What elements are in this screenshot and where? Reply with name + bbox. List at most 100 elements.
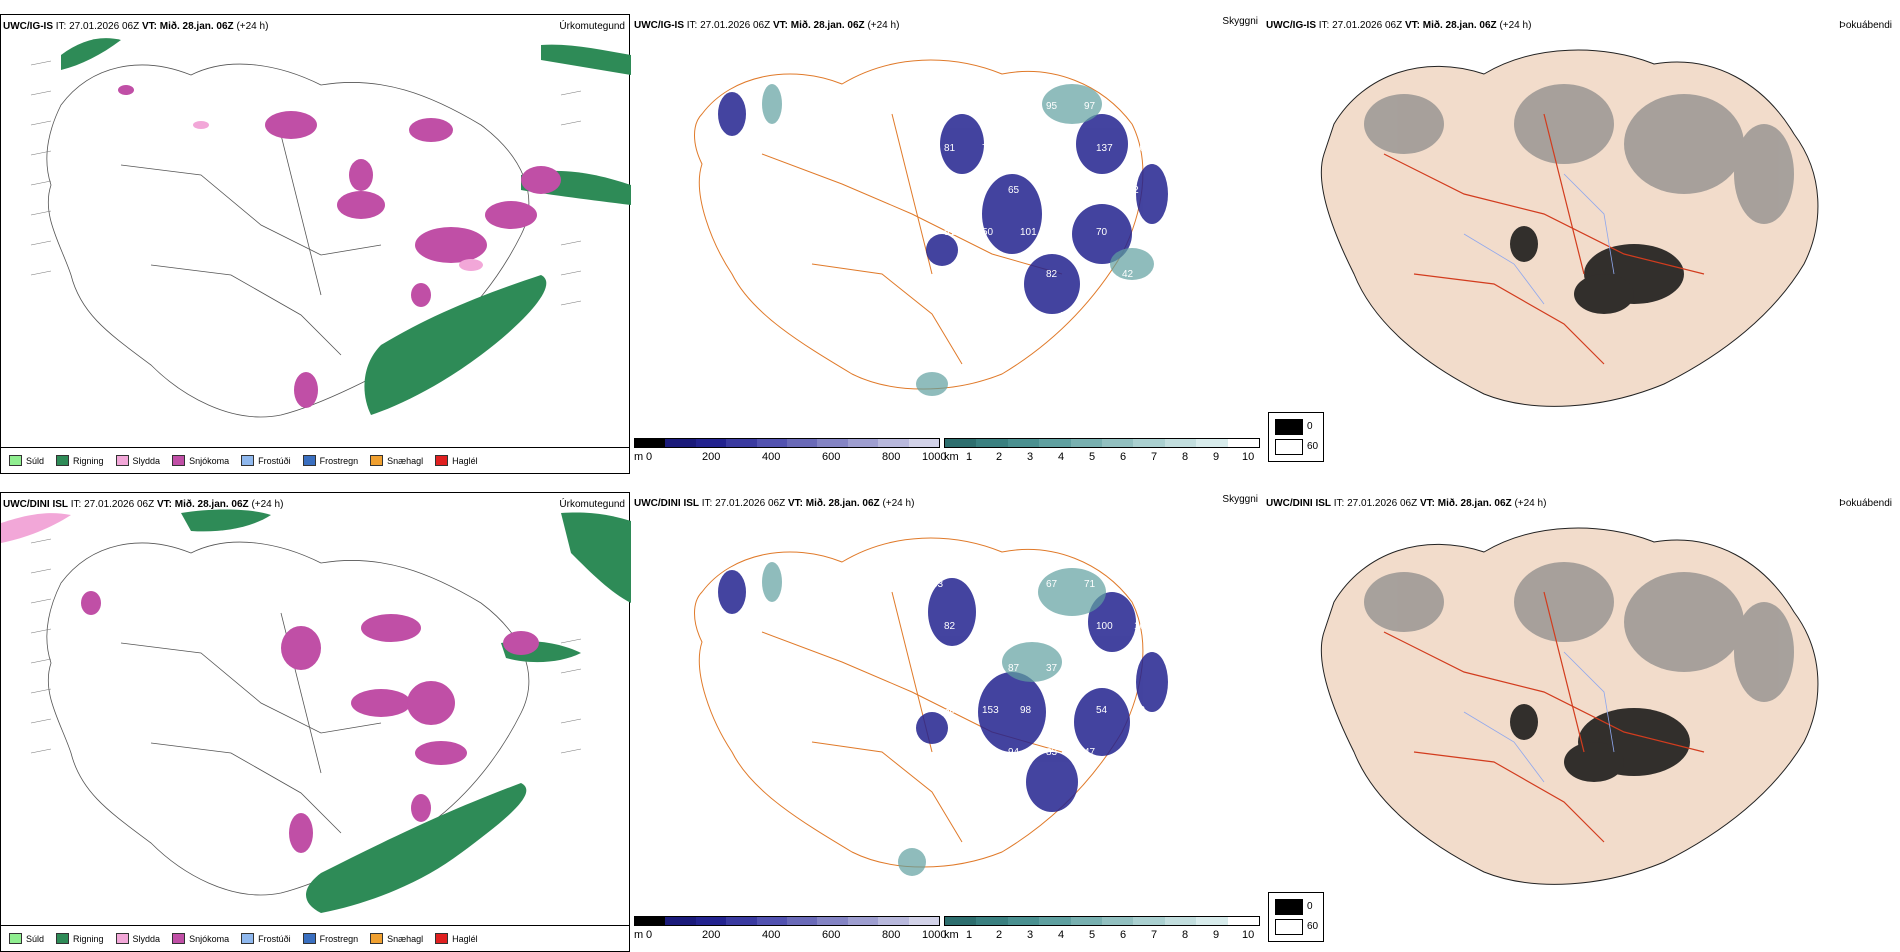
fog-panel-title: Þokuábendi: [1839, 498, 1892, 509]
legend-swatch: [56, 933, 70, 944]
legend-item: Snjókoma: [172, 455, 229, 466]
legend-swatch: [435, 933, 449, 944]
visibility-label: 47: [1084, 747, 1096, 758]
visibility-label: 51: [944, 227, 956, 238]
fog-map-row2: UWC/DINI ISL IT: 27.01.2026 06Z VT: Mið.…: [1264, 492, 1896, 952]
legend-swatch: [9, 455, 22, 466]
fog-legend-row2: 0 60: [1268, 892, 1324, 942]
visibility-label: 65: [970, 101, 982, 112]
legend-item: Haglél: [435, 455, 478, 466]
precip-type-map-row2: UWC/DINI ISL IT: 27.01.2026 06Z VT: Mið.…: [0, 492, 631, 952]
visibility-label: 26: [1122, 663, 1134, 674]
visibility-label: 97: [1084, 101, 1096, 112]
visibility-scale-unit: km: [944, 451, 959, 463]
legend-item: Súld: [9, 455, 44, 466]
visibility-label: 95: [1008, 579, 1020, 590]
legend-item: Slydda: [115, 933, 160, 944]
map-title: UWC/DINI ISL IT: 27.01.2026 06Z VT: Mið.…: [1266, 498, 1547, 509]
cloud-scale-bar: [634, 916, 940, 926]
legend-swatch: [172, 455, 186, 466]
legend-item: Frostúði: [241, 933, 291, 944]
visibility-label: 68: [932, 747, 944, 758]
visibility-label: 69: [970, 579, 982, 590]
fog-legend-swatch: [1275, 919, 1303, 935]
visibility-label: 74: [944, 311, 956, 322]
visibility-label: 70: [1096, 227, 1108, 238]
visibility-label: 74: [1058, 705, 1070, 716]
precip-panel-title: Úrkomutegund: [559, 21, 625, 32]
fog-legend-label: 60: [1307, 921, 1319, 932]
visibility-label: 100: [1096, 621, 1113, 632]
visibility-scale-bar: [944, 916, 1260, 926]
visibility-label: 100: [1084, 185, 1101, 196]
visibility-label: 10: [1020, 311, 1032, 322]
visibility-label: 61: [1008, 101, 1020, 112]
visibility-label: 33: [1020, 143, 1032, 154]
cloud-scale-unit: m: [634, 929, 644, 941]
cloud-panel-title: Skyggni: [1222, 494, 1258, 505]
visibility-label: 72: [970, 663, 982, 674]
legend-item: Rigning: [56, 933, 104, 944]
visibility-label: 131: [982, 621, 999, 632]
cloud-map-graphic: 35 65 61 95 97 123 81 73 33 38 137 108 164 10 65 93 100 1…: [694, 59, 1168, 396]
legend-item: Snæhagl: [370, 455, 423, 466]
legend-item: Frostúði: [241, 455, 291, 466]
legend-item: Snæhagl: [370, 933, 423, 944]
legend-swatch: [241, 455, 255, 466]
legend-item: Frostregn: [302, 933, 358, 944]
legend-item: Snjókoma: [172, 933, 229, 944]
visibility-label: 64: [1134, 227, 1146, 238]
precip-legend: Súld Rigning Slydda Snjókoma Frostúði Fr…: [1, 447, 629, 473]
visibility-label: 65: [1008, 185, 1020, 196]
visibility-label: 82: [1046, 269, 1058, 280]
cloud-scale-bar: [634, 438, 940, 448]
visibility-label: 63: [1122, 747, 1134, 758]
legend-item: Frostregn: [302, 455, 358, 466]
fog-map-graphic: [1320, 527, 1819, 885]
legend-item: Súld: [9, 933, 44, 944]
visibility-label: 118: [1008, 269, 1024, 280]
visibility-label: 102: [1122, 185, 1139, 196]
legend-item: Slydda: [115, 455, 160, 466]
legend-swatch: [302, 933, 316, 944]
visibility-scale-bar: [944, 438, 1260, 448]
fog-panel-title: Þokuábendi: [1839, 20, 1892, 31]
map-title: UWC/DINI ISL IT: 27.01.2026 06Z VT: Mið.…: [3, 499, 284, 510]
visibility-label: 161: [1058, 621, 1075, 632]
visibility-label: 200: [1020, 621, 1037, 632]
fog-legend-swatch: [1275, 899, 1303, 915]
visibility-label: 101: [1020, 227, 1037, 238]
legend-item: Haglél: [435, 933, 478, 944]
fog-legend-label: 0: [1307, 901, 1313, 912]
visibility-label: 85: [1122, 579, 1134, 590]
visibility-label: 97: [970, 269, 982, 280]
visibility-label: 67: [1046, 579, 1058, 590]
legend-swatch: [435, 455, 449, 466]
visibility-label: 54: [1096, 705, 1108, 716]
visibility-label: 108: [1134, 143, 1151, 154]
cloud-scale-unit: m: [634, 451, 644, 463]
legend-swatch: [241, 933, 255, 944]
visibility-label: 66: [1058, 227, 1070, 238]
legend-swatch: [302, 455, 316, 466]
cloud-map-graphic: 53 69 95 67 71 85 82 131 200 161 100 160 51 72 87 37 83 2…: [694, 537, 1168, 876]
visibility-label: 160: [1134, 621, 1151, 632]
fog-map-row1: UWC/IG-IS IT: 27.01.2026 06Z VT: Mið. 28…: [1264, 14, 1896, 474]
visibility-label: 83: [1046, 747, 1058, 758]
visibility-label: 87: [1008, 663, 1020, 674]
legend-swatch: [56, 455, 70, 466]
visibility-label: 92: [1084, 269, 1096, 280]
fog-map-graphic: [1320, 49, 1819, 407]
visibility-label: 37: [1046, 663, 1058, 674]
precip-panel-title: Úrkomutegund: [559, 499, 625, 510]
precip-map-graphic: [30, 38, 631, 418]
visibility-label: 42: [1058, 311, 1070, 322]
precip-type-map-row1: UWC/IG-IS IT: 27.01.2026 06Z VT: Mið. 28…: [0, 14, 631, 474]
visibility-label: 98: [1020, 705, 1032, 716]
visibility-label: 35: [932, 101, 944, 112]
visibility-label: 95: [1046, 101, 1058, 112]
visibility-label: 166: [982, 311, 999, 322]
legend-swatch: [370, 933, 384, 944]
precip-legend: Súld Rigning Slydda Snjókoma Frostúði Fr…: [1, 925, 629, 951]
fog-legend-row1: 0 60: [1268, 412, 1324, 462]
